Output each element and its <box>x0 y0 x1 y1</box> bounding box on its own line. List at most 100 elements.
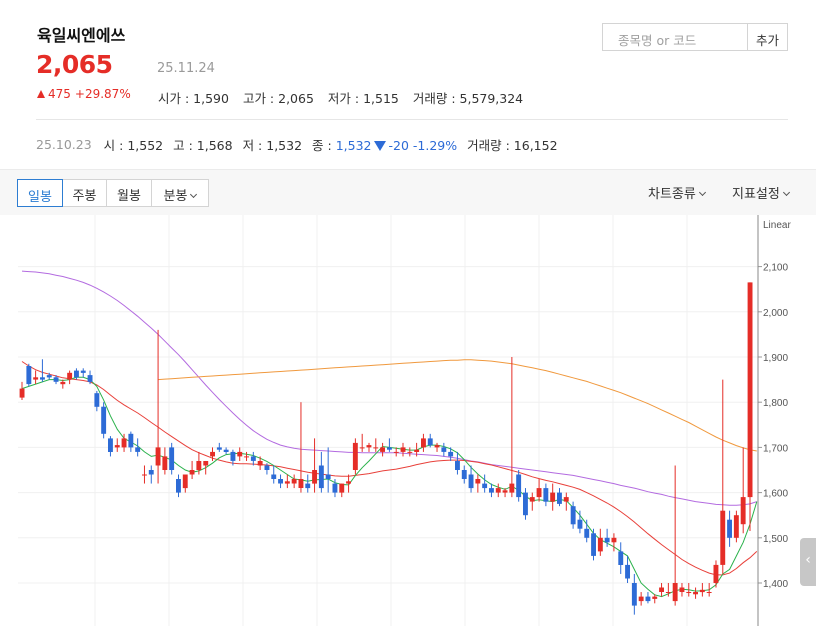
candle-body <box>196 461 202 470</box>
candle-body <box>733 515 739 538</box>
candle-body <box>421 438 426 448</box>
candle-body <box>94 393 100 407</box>
candle-body <box>529 497 535 502</box>
candle-body <box>53 377 59 382</box>
hover-close-label: 종 : <box>312 138 336 153</box>
period-tabs: 일봉 주봉 월봉 분봉 <box>17 179 209 207</box>
candle-body <box>652 596 658 599</box>
candle-body <box>747 282 753 498</box>
candle-body <box>665 592 671 593</box>
candle-body <box>74 370 79 378</box>
candle-body <box>169 447 175 470</box>
up-arrow-icon <box>37 90 45 98</box>
candle-body <box>659 587 664 592</box>
candle-body <box>414 449 420 452</box>
chevron-down-icon <box>190 190 198 199</box>
candle-body <box>352 442 358 470</box>
low-price: 저가 : 1,515 <box>327 91 399 106</box>
candle-body <box>40 377 45 380</box>
candle-body <box>448 451 454 457</box>
ma120-line <box>158 359 757 452</box>
stock-search-input[interactable]: 종목명 or 코드 <box>602 23 748 51</box>
candle-body <box>400 447 406 452</box>
candle-body <box>645 596 651 602</box>
change-amount: 475 <box>48 87 71 101</box>
candle-body <box>468 474 474 489</box>
candle-body <box>604 537 610 543</box>
hover-low: 저 : 1,532 <box>242 138 303 153</box>
candle-body <box>393 451 399 453</box>
candle-body <box>706 592 712 593</box>
candle-body <box>699 589 705 593</box>
candle-body <box>26 366 32 385</box>
candle-body <box>570 506 576 525</box>
candle-body <box>434 445 440 448</box>
stock-name: 육일씨엔에쓰 <box>37 26 126 45</box>
candle-body <box>489 488 494 493</box>
chart-type-menu[interactable]: 차트종류 <box>648 183 706 202</box>
candle-body <box>686 592 692 593</box>
y-tick-label: 1,500 <box>763 534 788 545</box>
candle-body <box>135 447 141 452</box>
indicator-label: 지표설정 <box>732 187 780 202</box>
tab-minute-label: 분봉 <box>163 189 188 204</box>
candle-body <box>271 474 277 479</box>
candlestick-chart[interactable]: Linear 2,100 2,000 1,900 1,800 1,700 1,600 1,50… <box>0 215 816 626</box>
candle-body <box>244 456 249 458</box>
hover-candle-info: 25.10.23 시 : 1,552 고 : 1,568 저 : 1,532 종… <box>36 135 568 154</box>
y-tick-label: 2,100 <box>763 263 788 274</box>
candle-body <box>618 551 624 565</box>
candle-body <box>60 381 66 385</box>
candle-body <box>257 461 263 466</box>
candle-body <box>128 433 134 448</box>
candle-body <box>33 377 39 380</box>
open-price: 시가 : 1,590 <box>158 91 229 106</box>
candle-body <box>720 510 726 565</box>
candle-body <box>387 447 392 450</box>
tab-minute[interactable]: 분봉 <box>152 180 208 206</box>
candle-body <box>210 451 215 457</box>
candle-body <box>325 474 331 479</box>
candle-body <box>679 587 685 592</box>
chart-toolbar: 일봉 주봉 월봉 분봉 차트종류 지표설정 <box>0 169 816 215</box>
hover-volume: 거래량 : 16,152 <box>467 138 558 153</box>
candle-body <box>455 461 460 470</box>
candle-body <box>597 537 603 552</box>
candle-body <box>407 451 413 453</box>
ma60-line <box>21 270 757 506</box>
candle-body <box>176 479 181 493</box>
tab-monthly[interactable]: 월봉 <box>107 180 152 206</box>
candle-body <box>516 474 522 498</box>
hover-close: 종 : 1,532 -20 -1.29% <box>312 135 457 154</box>
divider <box>36 119 788 120</box>
candle-body <box>189 470 195 475</box>
change-percent: +29.87% <box>74 87 131 101</box>
tab-weekly[interactable]: 주봉 <box>63 180 107 206</box>
candle-body <box>577 519 583 529</box>
tab-daily[interactable]: 일봉 <box>17 179 63 207</box>
candle-body <box>482 483 488 489</box>
candle-body <box>230 451 236 461</box>
hover-date: 25.10.23 <box>36 137 92 152</box>
hover-open: 시 : 1,552 <box>103 138 164 153</box>
candle-body <box>148 470 154 475</box>
candle-body <box>67 372 73 380</box>
candle-body <box>46 375 52 378</box>
chart-type-label: 차트종류 <box>648 187 696 202</box>
candle-body <box>264 465 270 470</box>
candle-body <box>223 449 229 452</box>
panel-toggle-handle[interactable]: ‹ <box>800 538 816 586</box>
hover-change-pct: -1.29% <box>412 138 458 153</box>
chevron-left-icon: ‹ <box>805 552 811 568</box>
add-button[interactable]: 추가 <box>747 23 788 51</box>
price-change: 475 +29.87% <box>37 87 131 101</box>
candle-body <box>19 388 25 398</box>
candle-body <box>142 474 147 476</box>
candle-body <box>638 596 644 602</box>
candle-body <box>543 488 549 502</box>
current-price: 2,065 <box>36 50 113 79</box>
candle-body <box>461 470 467 479</box>
hover-high: 고 : 1,568 <box>173 138 233 153</box>
indicator-settings-menu[interactable]: 지표설정 <box>732 183 790 202</box>
y-tick-label: 1,700 <box>763 443 788 454</box>
